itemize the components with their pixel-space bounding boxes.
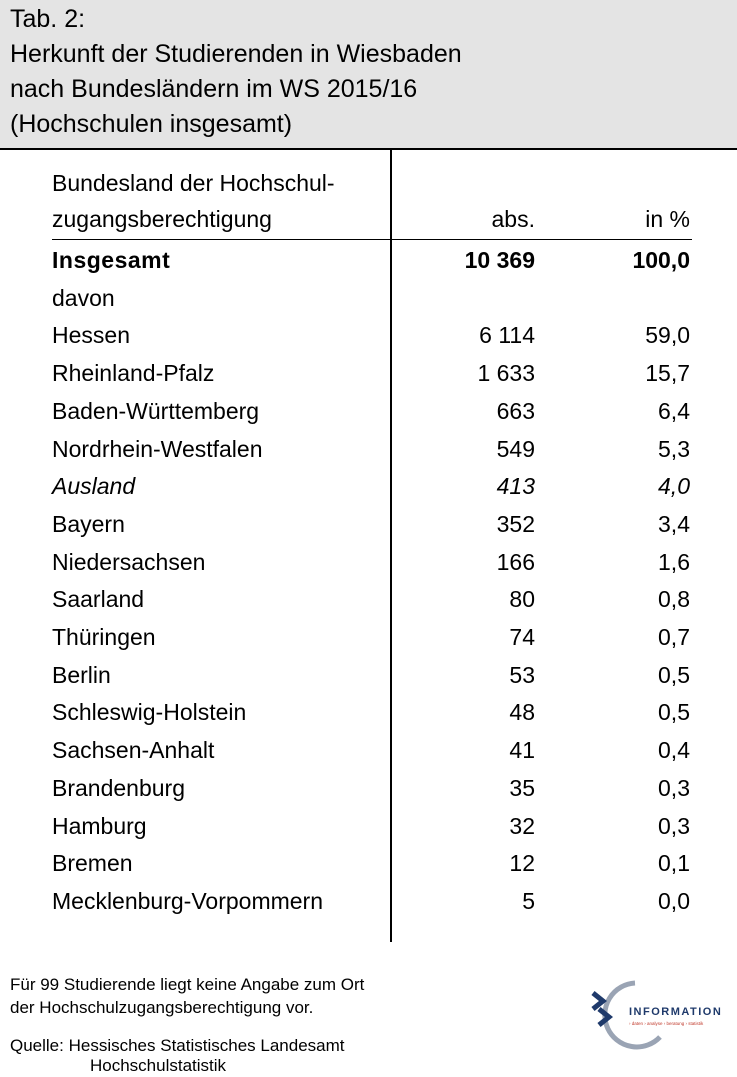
cell-abs: 352 [496,510,535,537]
cell-abs: 549 [496,435,535,462]
title-line: nach Bundesländern im WS 2015/16 [10,75,418,103]
cell-pct: 6,4 [658,397,690,424]
cell-abs: 35 [509,774,535,801]
cell-abs: 1 633 [477,360,535,387]
cell-pct: 0,7 [658,624,690,650]
column-header: zugangsberechtigung [52,206,272,232]
row-label: Niedersachsen [52,548,206,575]
cell-abs: 53 [509,661,535,688]
cell-abs: 80 [509,586,535,613]
row-label: Berlin [52,661,111,688]
cell-abs: 6 114 [479,322,535,349]
cell-abs: 74 [509,624,535,650]
logo-chevron [591,991,608,1011]
cell-abs: 48 [509,699,535,726]
cell-abs: 41 [509,737,535,764]
logo-arc [602,980,662,1050]
cell-pct: 0,3 [658,774,690,801]
row-label: Rheinland-Pfalz [52,360,215,387]
header-band [0,0,737,150]
title-line: Tab. 2: [10,5,86,33]
row-label: Hamburg [52,812,147,839]
footnote: Für 99 Studierende liegt keine Angabe zu… [10,975,365,994]
cell-abs: 5 [522,887,535,914]
row-label: Hessen [52,322,130,349]
cell-pct: 0,0 [658,887,690,914]
row-label: Insgesamt [52,247,171,273]
row-label: Bayern [52,510,125,537]
cell-abs: 10 369 [464,247,535,273]
cell-abs: 663 [496,397,535,424]
column-header: abs. [491,206,535,232]
cell-pct: 59,0 [645,322,690,349]
row-label: Mecklenburg-Vorpommern [52,887,324,914]
footnote: der Hochschulzugangsberechtigung vor. [10,998,314,1017]
row-label: Baden-Württemberg [52,397,260,424]
logo-chevron [597,1007,614,1027]
row-label: Brandenburg [52,774,185,801]
column-divider [390,150,392,942]
cell-pct: 0,4 [658,737,690,764]
title-line: (Hochschulen insgesamt) [10,110,293,138]
cell-pct: 0,5 [658,661,690,688]
source: Hochschulstatistik [90,1056,227,1075]
row-label: Sachsen-Anhalt [52,737,215,764]
cell-pct: 0,3 [658,812,690,839]
header-rule [52,239,692,240]
row-label: Nordrhein-Westfalen [52,435,263,462]
column-header: in % [645,206,690,232]
row-label: Schleswig-Holstein [52,699,247,726]
cell-abs: 32 [509,812,535,839]
logo-tagline: › daten › analyse › beratung › statistik [629,1021,704,1026]
row-label: Saarland [52,586,145,613]
cell-abs: 166 [496,548,535,575]
cell-pct: 4,0 [658,473,690,500]
title-line: Herkunft der Studierenden in Wiesbaden [10,40,462,68]
row-label: Bremen [52,850,133,877]
cell-pct: 5,3 [658,435,690,462]
cell-abs: 413 [496,473,535,500]
cell-pct: 3,4 [658,510,690,537]
cell-abs: 12 [509,850,535,877]
cell-pct: 100,0 [632,247,690,273]
logo-text: INFORMATION [629,1006,722,1018]
cell-pct: 1,6 [658,548,690,575]
row-label: Ausland [52,473,136,500]
cell-pct: 15,7 [645,360,690,387]
column-header: Bundesland der Hochschul- [52,170,335,196]
cell-pct: 0,5 [658,699,690,726]
source: Quelle: Hessisches Statistisches Landesa… [10,1036,345,1055]
cell-pct: 0,1 [658,850,690,877]
row-label: Thüringen [52,624,156,650]
logo: INFORMATION › daten › analyse › beratung… [591,980,722,1050]
cell-pct: 0,8 [658,586,690,613]
row-label: davon [52,284,115,311]
